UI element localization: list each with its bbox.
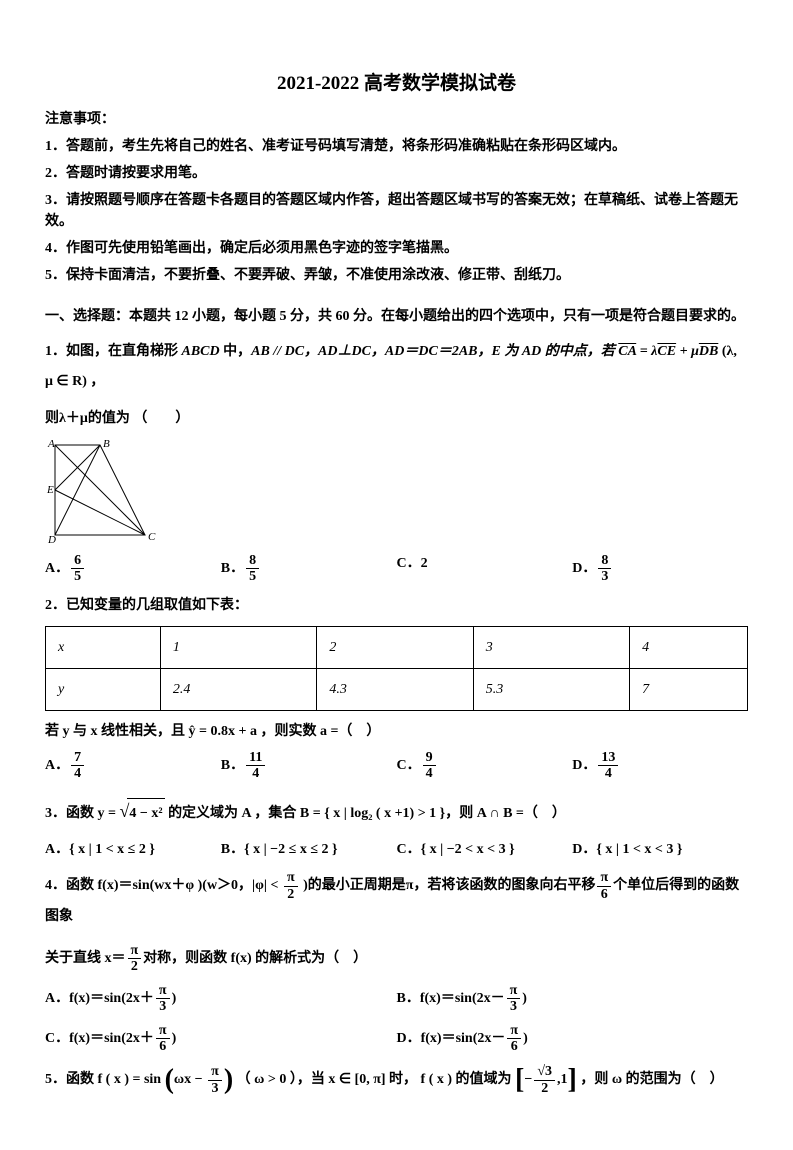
- q2-row-x: x 1 2 3 4: [46, 626, 748, 668]
- svg-text:D: D: [47, 534, 56, 545]
- q2-table: x 1 2 3 4 y 2.4 4.3 5.3 7: [45, 626, 748, 711]
- q1-eq2: + μ: [676, 344, 699, 359]
- q4-opt-b: B．f(x)＝sin(2x－π3): [397, 983, 749, 1015]
- section-1-heading: 一、选择题：本题共 12 小题，每小题 5 分，共 60 分。在每小题给出的四个…: [45, 306, 748, 327]
- svg-text:C: C: [148, 531, 156, 543]
- q3-opt-b: B．{ x | −2 ≤ x ≤ 2 }: [221, 839, 397, 860]
- page-title: 2021-2022 高考数学模拟试卷: [45, 70, 748, 99]
- q4-stem2: 关于直线 x＝π2对称，则函数 f(x) 的解析式为（ ）: [45, 943, 748, 975]
- q3-opt-d: D．{ x | 1 < x < 3 }: [572, 839, 748, 860]
- q1-opt-c: C．2: [397, 553, 573, 585]
- q4-opt-a: A．f(x)＝sin(2x＋π3): [45, 983, 397, 1015]
- notice-3: 3．请按照题号顺序在答题卡各题目的答题区域内作答，超出答题区域书写的答案无效；在…: [45, 190, 748, 232]
- q5-stem: 5．函数 f ( x ) = sin (ωx − π3) （ ω > 0 ），当…: [45, 1064, 748, 1096]
- q4-opt-d: D．f(x)＝sin(2x－π6): [397, 1023, 749, 1055]
- vec-ca: CA: [618, 344, 636, 359]
- q1-text2: 中，: [220, 344, 252, 359]
- q2-opt-d: D．134: [572, 750, 748, 782]
- vec-ce: CE: [657, 344, 676, 359]
- q1-stem: 1．如图，在直角梯形 ABCD 中，AB // DC，AD⊥DC，AD＝DC＝2…: [45, 337, 748, 399]
- q1-opt-d: D．83: [572, 553, 748, 585]
- notice-heading: 注意事项：: [45, 109, 748, 130]
- q2-opt-a: A．74: [45, 750, 221, 782]
- q2-options: A．74 B．114 C．94 D．134: [45, 750, 748, 782]
- q2-opt-b: B．114: [221, 750, 397, 782]
- q2-stem: 2．已知变量的几组取值如下表：: [45, 595, 748, 616]
- q4-options: A．f(x)＝sin(2x＋π3) B．f(x)＝sin(2x－π3) C．f(…: [45, 983, 748, 1055]
- vec-db: DB: [699, 344, 718, 359]
- q3-opt-a: A．{ x | 1 < x ≤ 2 }: [45, 839, 221, 860]
- q1-opt-b: B．85: [221, 553, 397, 585]
- svg-text:A: A: [47, 438, 55, 450]
- q1-options: A．65 B．85 C．2 D．83: [45, 553, 748, 585]
- q1-ask: 则λ＋μ的值为 （ ）: [45, 408, 748, 429]
- q3-opt-c: C．{ x | −2 < x < 3 }: [397, 839, 573, 860]
- notice-2: 2．答题时请按要求用笔。: [45, 163, 748, 184]
- notice-4: 4．作图可先使用铅笔画出，确定后必须用黑色字迹的签字笔描黑。: [45, 238, 748, 259]
- q2-cond: 若 y 与 x 线性相关，且 ŷ = 0.8x + a ，则实数 a =（ ）: [45, 721, 748, 742]
- q1-opt-a: A．65: [45, 553, 221, 585]
- q4-stem: 4．函数 f(x)＝sin(wx＋φ )(w＞0，|φ| < π2 )的最小正周…: [45, 870, 748, 933]
- q1-text1: 1．如图，在直角梯形: [45, 344, 182, 359]
- q1-abcd: ABCD: [182, 344, 220, 359]
- svg-text:B: B: [103, 438, 110, 450]
- q1-eq1: = λ: [636, 344, 657, 359]
- notice-1: 1．答题前，考生先将自己的姓名、准考证号码填写清楚，将条形码准确粘贴在条形码区域…: [45, 136, 748, 157]
- q2-opt-c: C．94: [397, 750, 573, 782]
- q4-opt-c: C．f(x)＝sin(2x＋π6): [45, 1023, 397, 1055]
- svg-text:E: E: [46, 484, 54, 496]
- q3-stem: 3．函数 y = √4 − x² 的定义域为 A ，集合 B = { x | l…: [45, 792, 748, 832]
- q1-figure: A B E D C: [45, 435, 165, 545]
- q1-cond: AB // DC，AD⊥DC，AD＝DC＝2AB，E 为 AD 的中点，若: [251, 344, 618, 359]
- q2-row-y: y 2.4 4.3 5.3 7: [46, 668, 748, 710]
- q3-options: A．{ x | 1 < x ≤ 2 } B．{ x | −2 ≤ x ≤ 2 }…: [45, 839, 748, 860]
- notice-5: 5．保持卡面清洁，不要折叠、不要弄破、弄皱，不准使用涂改液、修正带、刮纸刀。: [45, 265, 748, 286]
